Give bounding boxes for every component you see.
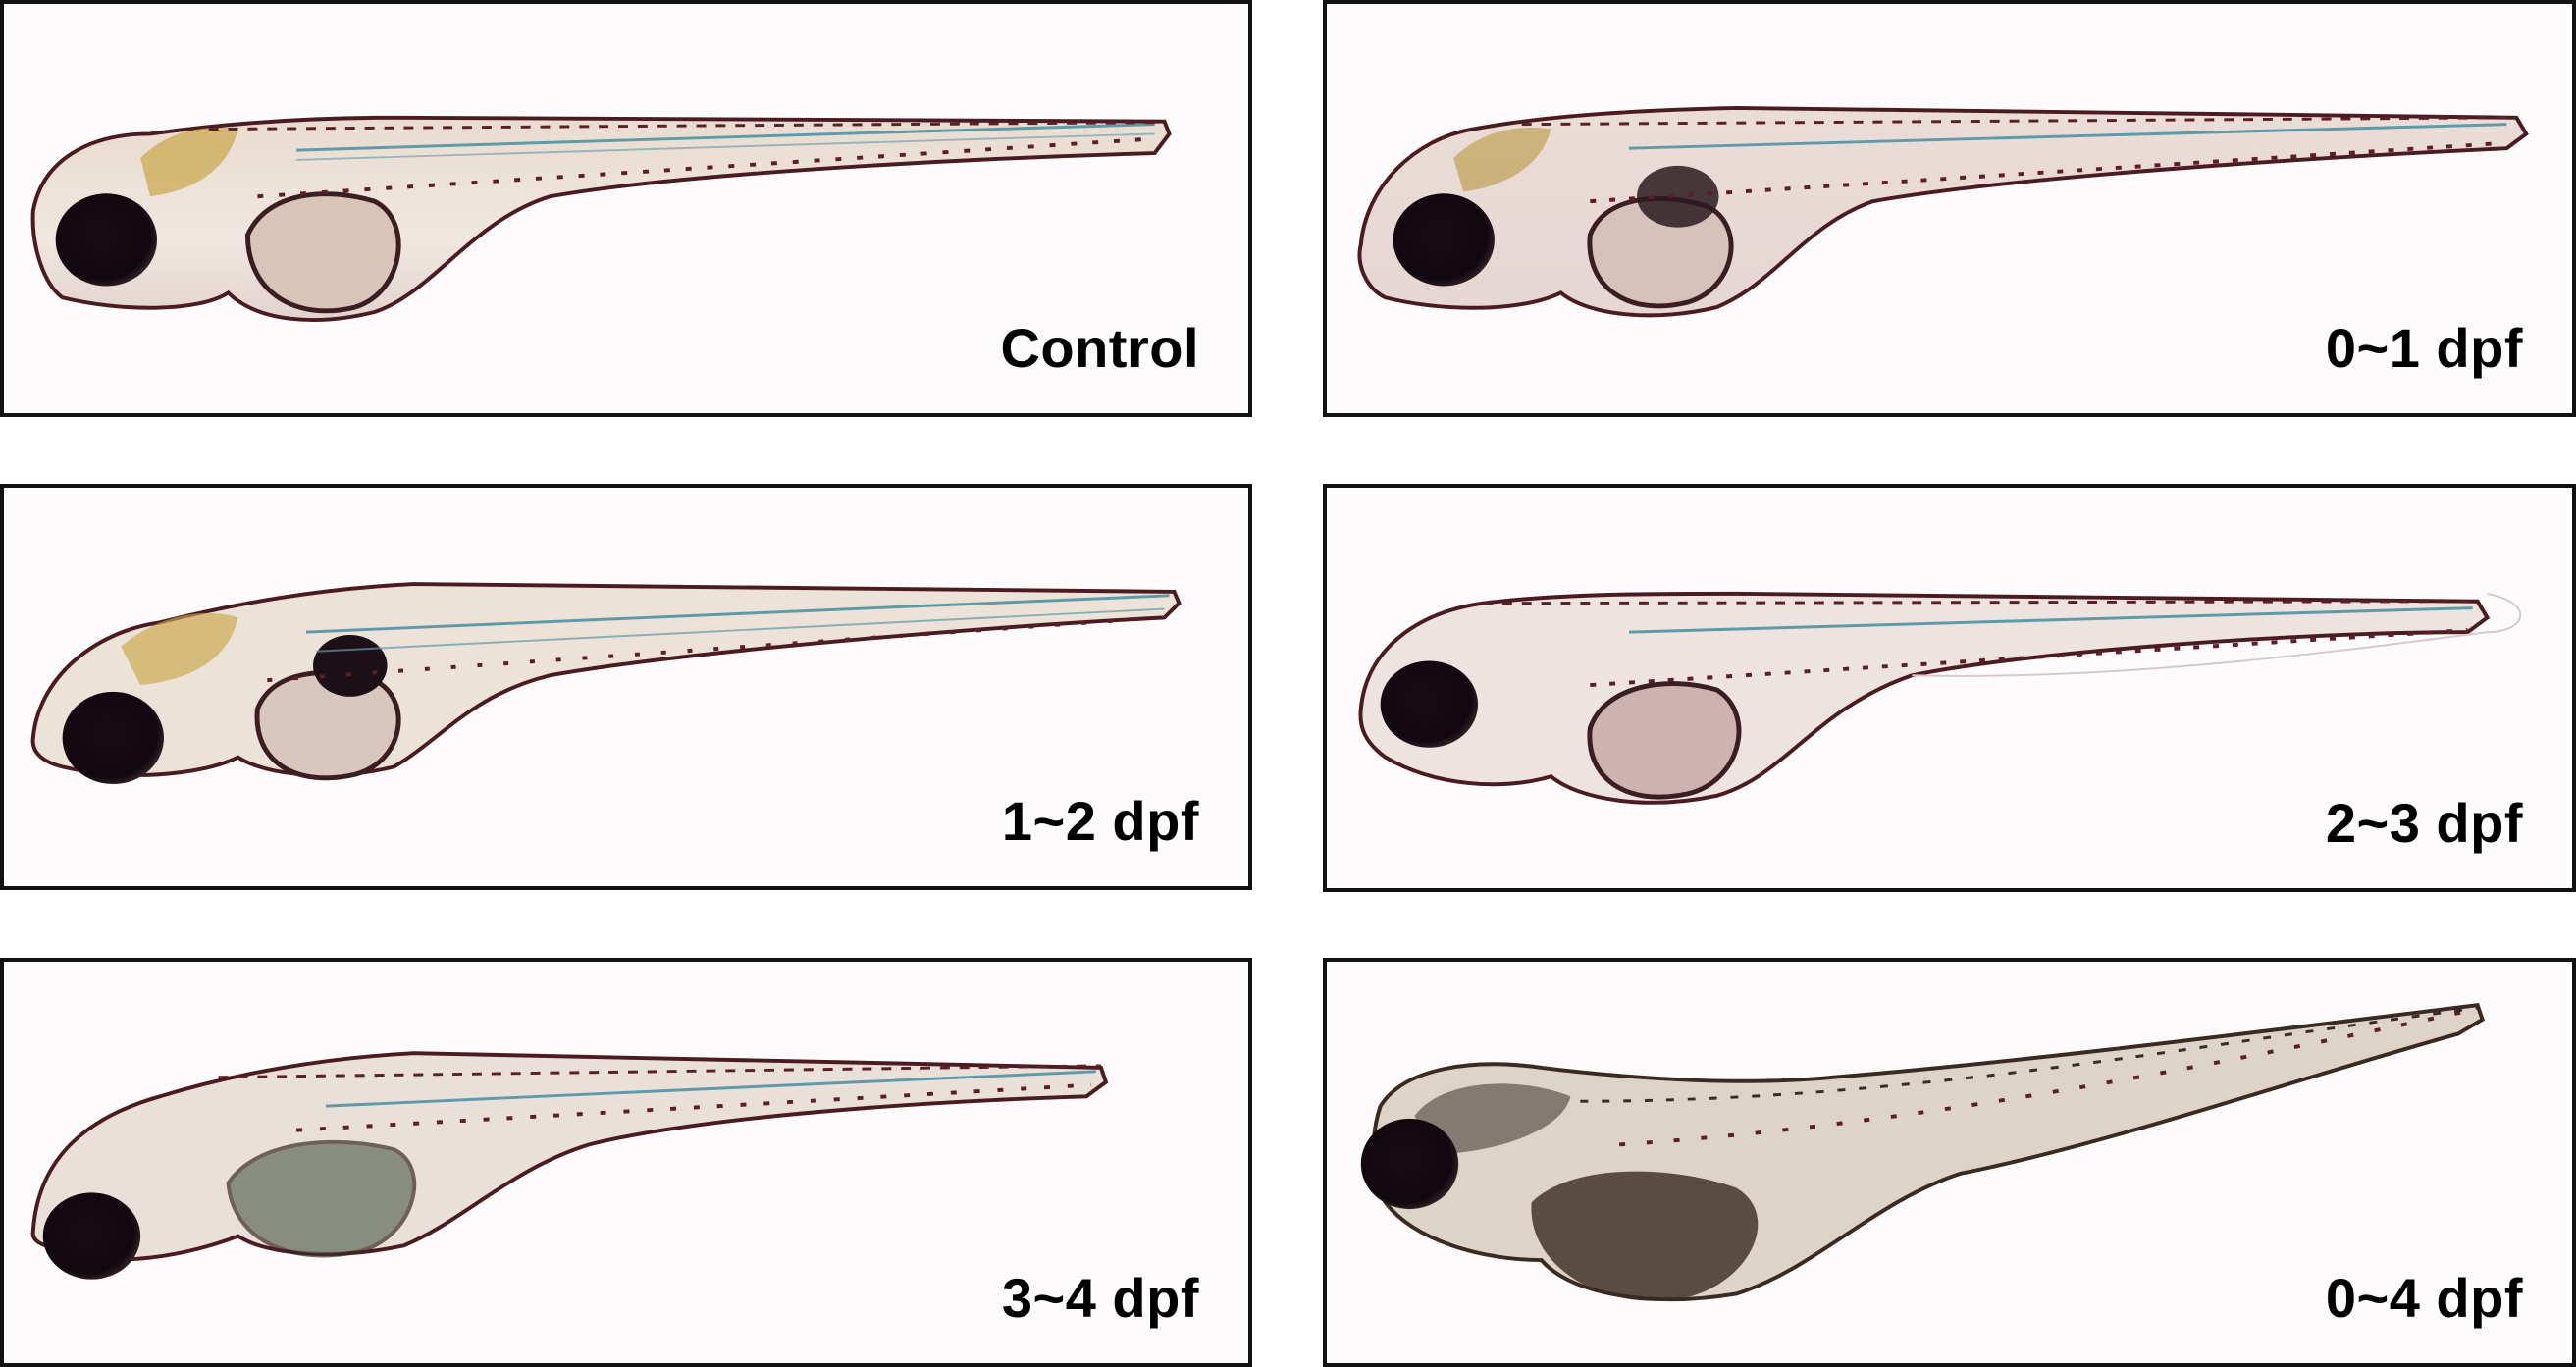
larva-image-dpf-0-1 (1357, 106, 2529, 318)
larva-image-dpf-1-2 (30, 582, 1182, 785)
larva-image-dpf-2-3 (1358, 591, 2522, 805)
larva-image-dpf-0-4 (1360, 1002, 2485, 1302)
larva-image-control (30, 115, 1172, 322)
larva-image-dpf-3-4 (30, 1051, 1109, 1280)
panel-label: 0~1 dpf (2325, 317, 2523, 379)
panel-label: 3~4 dpf (1001, 1267, 1199, 1329)
panel-dpf-1-2: 1~2 dpf (0, 484, 1252, 890)
panel-dpf-0-1: 0~1 dpf (1323, 0, 2576, 417)
panel-dpf-3-4: 3~4 dpf (0, 958, 1252, 1367)
panel-control: Control (0, 0, 1252, 417)
panel-label: 0~4 dpf (2325, 1267, 2523, 1329)
panel-dpf-0-4: 0~4 dpf (1323, 958, 2576, 1367)
panel-dpf-2-3: 2~3 dpf (1323, 484, 2576, 892)
panel-label: 1~2 dpf (1001, 790, 1199, 852)
panel-label: Control (1000, 317, 1199, 379)
panel-label: 2~3 dpf (2325, 792, 2523, 854)
